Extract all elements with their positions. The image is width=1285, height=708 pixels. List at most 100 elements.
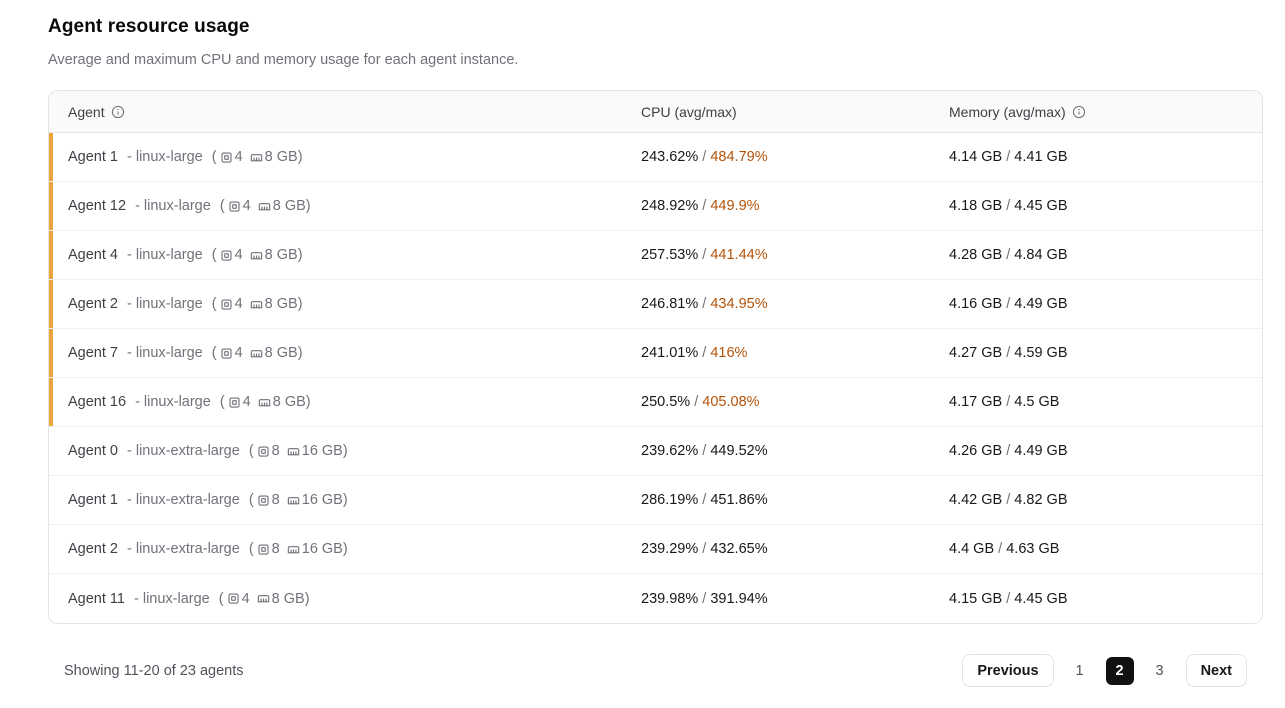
row-accent-bar (49, 329, 53, 377)
memory-max-value: 4.5 GB (1014, 394, 1060, 410)
agent-specs: ( 8 16 GB ) (249, 443, 348, 459)
memory-usage-cell: 4.14 GB / 4.41 GB (949, 149, 1262, 165)
memory-avg-value: 4.42 GB (949, 492, 1003, 508)
cpu-avg-value: 286.19% (641, 492, 699, 508)
memory-column-label: Memory (avg/max) (949, 103, 1066, 120)
cpu-avg-value: 239.98% (641, 590, 699, 607)
cpu-usage-cell: 239.62% / 449.52% (641, 443, 949, 459)
memory-usage-cell: 4.42 GB / 4.82 GB (949, 492, 1262, 508)
paren-close: ) (342, 492, 348, 508)
table-row[interactable]: Agent 16 - linux-large ( 4 8 GB ) (49, 378, 1262, 427)
agent-usage-table: Agent CPU (avg/max) Memory (avg/max) (48, 90, 1263, 624)
ram-amount: 16 GB (301, 492, 343, 508)
agent-cell: Agent 12 - linux-large ( 4 8 GB ) (68, 198, 641, 214)
memory-usage-cell: 4.4 GB / 4.63 GB (949, 541, 1262, 557)
table-row[interactable]: Agent 1 - linux-extra-large ( 8 16 GB ) (49, 476, 1262, 525)
memory-max-value: 4.41 GB (1014, 149, 1068, 165)
paren-open: ( (219, 198, 225, 214)
agent-cell: Agent 1 - linux-large ( 4 8 GB ) (68, 149, 641, 165)
agent-specs: ( 4 8 GB ) (212, 247, 303, 263)
table-row[interactable]: Agent 7 - linux-large ( 4 8 GB ) (49, 329, 1262, 378)
table-row[interactable]: Agent 1 - linux-large ( 4 8 GB ) (49, 133, 1262, 182)
value-separator: / (1002, 247, 1015, 263)
table-row[interactable]: Agent 2 - linux-large ( 4 8 GB ) (49, 280, 1262, 329)
table-row[interactable]: Agent 12 - linux-large ( 4 8 GB ) (49, 182, 1262, 231)
next-button[interactable]: Next (1185, 654, 1247, 687)
cpu-usage-cell: 248.92% / 449.9% (641, 198, 949, 214)
table-row[interactable]: Agent 2 - linux-extra-large ( 8 16 GB ) (49, 525, 1262, 574)
memory-stick-icon (257, 595, 269, 603)
previous-button[interactable]: Previous (962, 654, 1054, 687)
value-separator: / (698, 149, 711, 165)
memory-avg-value: 4.28 GB (949, 247, 1003, 263)
value-separator: / (1002, 590, 1015, 607)
cpu-usage-cell: 250.5% / 405.08% (641, 394, 949, 410)
cpu-count: 4 (234, 345, 243, 361)
paren-close: ) (297, 345, 303, 361)
cpu-count: 8 (271, 492, 280, 508)
cpu-count: 4 (234, 296, 243, 312)
cpu-usage-cell: 257.53% / 441.44% (641, 247, 949, 263)
agent-instance-type: - linux-large (127, 247, 203, 263)
ram-amount: 8 GB (264, 296, 298, 312)
agent-name: Agent 12 (68, 198, 127, 214)
cpu-count: 4 (242, 394, 251, 410)
agent-name: Agent 2 (68, 296, 118, 312)
cpu-avg-value: 239.29% (641, 541, 699, 557)
info-icon[interactable] (111, 105, 125, 119)
memory-max-value: 4.45 GB (1014, 590, 1068, 607)
agent-instance-type: - linux-large (127, 149, 203, 165)
agent-cell: Agent 1 - linux-extra-large ( 8 16 GB ) (68, 492, 641, 508)
memory-max-value: 4.82 GB (1014, 492, 1068, 508)
cpu-chip-icon (221, 151, 232, 163)
value-separator: / (1002, 443, 1015, 459)
value-separator: / (698, 443, 711, 459)
info-icon[interactable] (1072, 105, 1086, 119)
table-body: Agent 1 - linux-large ( 4 8 GB ) (49, 133, 1262, 623)
memory-avg-value: 4.14 GB (949, 149, 1003, 165)
paren-open: ( (248, 492, 254, 508)
cpu-usage-cell: 239.29% / 432.65% (641, 541, 949, 557)
agent-instance-type: - linux-large (135, 198, 211, 214)
value-separator: / (1002, 345, 1015, 361)
value-separator: / (698, 541, 711, 557)
value-separator: / (698, 590, 711, 607)
column-header-agent: Agent (68, 104, 641, 120)
agent-cell: Agent 0 - linux-extra-large ( 8 16 GB ) (68, 443, 641, 459)
table-row[interactable]: Agent 11 - linux-large ( 4 8 GB ) (49, 574, 1262, 623)
agent-cell: Agent 11 - linux-large ( 4 8 GB ) (68, 591, 641, 607)
table-row[interactable]: Agent 4 - linux-large ( 4 8 GB ) (49, 231, 1262, 280)
cpu-chip-icon (221, 298, 232, 310)
cpu-max-value: 449.9% (710, 198, 760, 214)
value-separator: / (1002, 198, 1015, 214)
page-number[interactable]: 1 (1066, 657, 1094, 685)
cpu-chip-icon (229, 396, 240, 408)
agent-specs: ( 4 8 GB ) (212, 296, 303, 312)
memory-max-value: 4.45 GB (1014, 198, 1068, 214)
cpu-count: 8 (271, 541, 280, 557)
row-accent-bar (49, 574, 53, 623)
agent-name: Agent 2 (68, 541, 118, 557)
column-header-memory: Memory (avg/max) (949, 104, 1262, 120)
memory-max-value: 4.49 GB (1014, 296, 1068, 312)
paren-open: ( (248, 443, 254, 459)
cpu-max-value: 391.94% (710, 590, 768, 607)
cpu-max-value: 434.95% (710, 296, 768, 312)
table-row[interactable]: Agent 0 - linux-extra-large ( 8 16 GB ) (49, 427, 1262, 476)
paren-open: ( (211, 345, 217, 361)
page-subtitle: Average and maximum CPU and memory usage… (48, 52, 519, 68)
cpu-usage-cell: 243.62% / 484.79% (641, 149, 949, 165)
paren-close: ) (342, 443, 348, 459)
agent-specs: ( 4 8 GB ) (219, 591, 310, 607)
agent-specs: ( 8 16 GB ) (249, 492, 348, 508)
page-number-current[interactable]: 2 (1105, 656, 1134, 685)
page-number[interactable]: 3 (1146, 657, 1174, 685)
cpu-count: 4 (234, 247, 243, 263)
agent-cell: Agent 7 - linux-large ( 4 8 GB ) (68, 345, 641, 361)
memory-usage-cell: 4.27 GB / 4.59 GB (949, 345, 1262, 361)
agent-cell: Agent 2 - linux-large ( 4 8 GB ) (68, 296, 641, 312)
agent-specs: ( 4 8 GB ) (220, 198, 311, 214)
cpu-max-value: 405.08% (702, 394, 760, 410)
